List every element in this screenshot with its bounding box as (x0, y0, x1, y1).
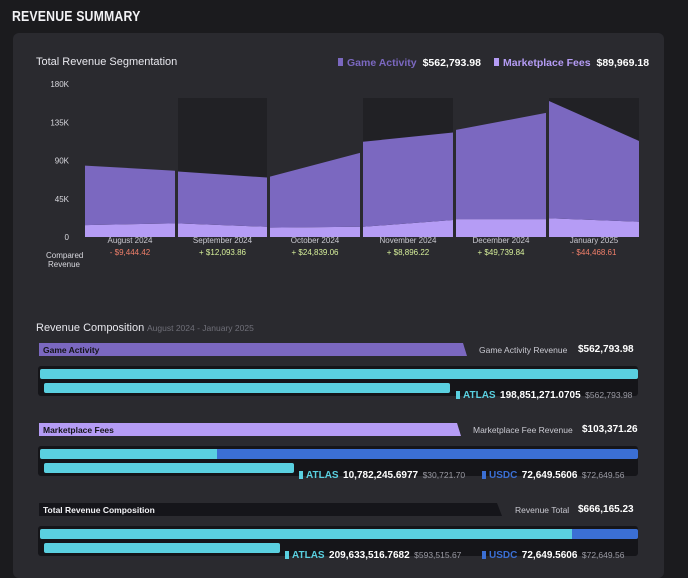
total-atlas-bar (40, 529, 572, 539)
marketplace-fees-atlas-token: ATLAS 10,782,245.6977 $30,721.70 (299, 465, 465, 483)
game-activity-area (549, 101, 639, 222)
x-tick-label: October 2024 (291, 236, 340, 245)
total-composition-tag: Total Revenue Composition (43, 505, 155, 515)
compared-revenue-value: + $24,839.06 (292, 248, 339, 257)
game-activity-area (270, 152, 360, 228)
atlas-swatch (299, 471, 303, 479)
marketplace-fees-area (456, 219, 546, 237)
y-tick-label: 180K (50, 80, 69, 89)
segmentation-chart: 0 45K 90K 135K 180K August 2024 - $9,444.42 Sep… (50, 80, 639, 257)
y-tick-label: 135K (50, 118, 69, 127)
legend-swatch-marketplace-fees (494, 58, 499, 66)
game-activity-atlas-token: ATLAS 198,851,271.0705 $562,793.98 (456, 385, 632, 403)
atlas-usd: $30,721.70 (422, 470, 466, 480)
y-tick-label: 90K (55, 157, 70, 166)
marketplace-fees-area (549, 218, 639, 237)
usdc-usd: $72,649.56 (581, 550, 625, 560)
total-revenue-label: Revenue Total (515, 505, 570, 515)
atlas-symbol: ATLAS (292, 550, 325, 561)
legend-value-marketplace-fees: $89,969.18 (596, 57, 650, 69)
atlas-usd: $562,793.98 (585, 390, 633, 400)
compared-revenue-value: + $12,093.86 (199, 248, 246, 257)
composition-title: Revenue Composition (36, 322, 145, 334)
usdc-swatch (482, 551, 486, 559)
usdc-amount: 72,649.5606 (521, 550, 578, 561)
marketplace-fees-usdc-bar (217, 449, 638, 459)
usdc-swatch (482, 471, 486, 479)
game-activity-revenue-value: $562,793.98 (578, 344, 634, 355)
compared-label-line1: Compared (46, 251, 84, 260)
game-activity-atlas-bar (40, 369, 638, 379)
x-tick-label: January 2025 (570, 236, 619, 245)
marketplace-fees-revenue-value: $103,371.26 (582, 424, 638, 435)
atlas-symbol: ATLAS (463, 390, 496, 401)
game-activity-area (456, 112, 546, 220)
compared-label-line2: Revenue (47, 260, 81, 269)
legend-label-game-activity: Game Activity (347, 57, 417, 69)
atlas-amount: 198,851,271.0705 (500, 390, 581, 401)
total-revenue-value: $666,165.23 (578, 504, 634, 515)
atlas-amount: 209,633,516.7682 (329, 550, 410, 561)
usdc-usd: $72,649.56 (581, 470, 625, 480)
compared-revenue-value: - $44,468.61 (572, 248, 617, 257)
marketplace-fees-area (270, 226, 360, 237)
total-usdc-bar (572, 529, 638, 539)
marketplace-fees-area (85, 223, 175, 237)
marketplace-fees-tag-bar (39, 423, 461, 436)
game-activity-area (85, 165, 175, 226)
atlas-amount: 10,782,245.6977 (343, 470, 419, 481)
y-tick-label: 45K (55, 195, 70, 204)
atlas-usd: $593,515.67 (414, 550, 462, 560)
legend-marketplace-fees: Marketplace Fees $89,969.18 (494, 57, 649, 69)
marketplace-fees-atlas-subbar (44, 463, 294, 473)
total-composition-tag-bar (39, 503, 502, 516)
usdc-amount: 72,649.5606 (521, 470, 578, 481)
atlas-swatch (456, 391, 460, 399)
marketplace-fees-area (178, 223, 267, 237)
compared-revenue-value: + $49,739.84 (478, 248, 525, 257)
marketplace-fees-area (363, 220, 453, 237)
legend-swatch-game-activity (338, 58, 343, 66)
game-activity-area (178, 171, 267, 227)
marketplace-fees-atlas-bar (40, 449, 217, 459)
marketplace-fees-usdc-token: USDC 72,649.5606 $72,649.56 (482, 465, 624, 483)
game-activity-tag-bar (39, 343, 467, 356)
x-tick-label: December 2024 (473, 236, 530, 245)
page-title: REVENUE SUMMARY (12, 8, 141, 25)
legend-label-marketplace-fees: Marketplace Fees (503, 57, 591, 69)
game-activity-revenue-label: Game Activity Revenue (479, 345, 568, 355)
legend-value-game-activity: $562,793.98 (422, 57, 481, 69)
composition-period: August 2024 - January 2025 (147, 323, 254, 333)
game-activity-area (363, 132, 453, 227)
marketplace-fees-tag: Marketplace Fees (43, 425, 114, 435)
total-usdc-token: USDC 72,649.5606 $72,649.56 (482, 545, 624, 563)
compared-revenue-value: + $8,896.22 (387, 248, 430, 257)
x-tick-label: August 2024 (108, 236, 153, 245)
x-tick-label: November 2024 (380, 236, 437, 245)
marketplace-fees-revenue-label: Marketplace Fee Revenue (473, 425, 573, 435)
game-activity-atlas-subbar (44, 383, 450, 393)
compared-revenue-value: - $9,444.42 (110, 248, 151, 257)
game-activity-tag: Game Activity (43, 345, 100, 355)
segmentation-title: Total Revenue Segmentation (36, 56, 178, 68)
total-atlas-token: ATLAS 209,633,516.7682 $593,515.67 (285, 545, 461, 563)
y-tick-label: 0 (65, 233, 70, 242)
atlas-swatch (285, 551, 289, 559)
total-atlas-subbar (44, 543, 280, 553)
x-tick-label: September 2024 (193, 236, 253, 245)
legend-game-activity: Game Activity $562,793.98 (338, 57, 481, 69)
usdc-symbol: USDC (489, 550, 518, 561)
atlas-symbol: ATLAS (306, 470, 339, 481)
usdc-symbol: USDC (489, 470, 518, 481)
compared-revenue-label: Compared Revenue (46, 251, 84, 269)
